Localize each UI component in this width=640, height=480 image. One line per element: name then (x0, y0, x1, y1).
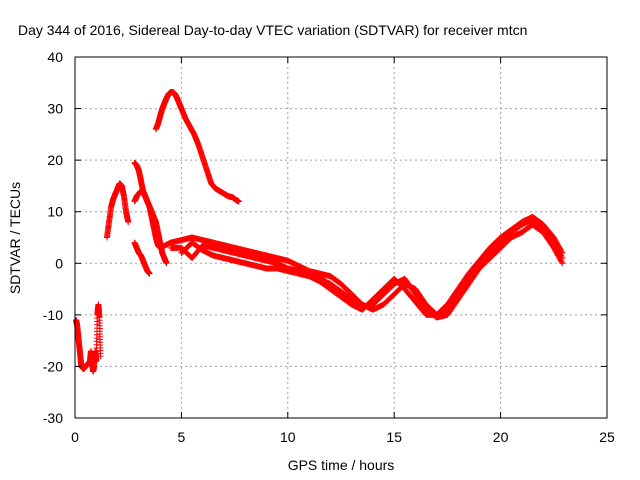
x-tick-label: 10 (280, 429, 296, 445)
y-tick-label: -10 (43, 307, 63, 323)
plot-frame (74, 56, 608, 419)
data-point (235, 198, 242, 205)
series-drop-3h (131, 239, 153, 277)
y-tick-label: 10 (47, 204, 63, 220)
axis-ticks: 0 5 10 15 20 25 -30 -20 -10 0 10 20 30 40 (43, 49, 615, 445)
series-main-track-1 (157, 216, 566, 318)
chart-title: Day 344 of 2016, Sidereal Day-to-day VTE… (18, 22, 527, 38)
data-point (125, 219, 132, 226)
x-tick-label: 5 (178, 429, 186, 445)
data-point (559, 260, 566, 267)
data-point (559, 249, 566, 256)
y-tick-label: 30 (47, 101, 63, 117)
x-tick-label: 20 (493, 429, 509, 445)
grid-lines (75, 57, 607, 418)
data-point (558, 259, 565, 266)
x-tick-label: 15 (386, 429, 402, 445)
data-point (146, 270, 153, 277)
series-early-negative (73, 301, 104, 375)
y-tick-label: 40 (47, 49, 63, 65)
series-secondary-3h (131, 188, 164, 251)
data-point (558, 248, 565, 255)
y-axis-label: SDTVAR / TECUs (7, 182, 23, 294)
data-point (97, 353, 104, 360)
y-tick-label: 0 (55, 255, 63, 271)
y-tick-label: -20 (43, 358, 63, 374)
x-tick-label: 25 (599, 429, 615, 445)
data-point (163, 260, 170, 267)
y-tick-label: -30 (43, 410, 63, 426)
series-main-track-3 (178, 213, 566, 318)
series-peak-arc (152, 89, 242, 205)
x-axis-label: GPS time / hours (288, 457, 395, 473)
y-tick-label: 20 (47, 152, 63, 168)
x-tick-label: 0 (71, 429, 79, 445)
data-points (73, 89, 566, 375)
series-rise-1.5h (103, 180, 132, 241)
